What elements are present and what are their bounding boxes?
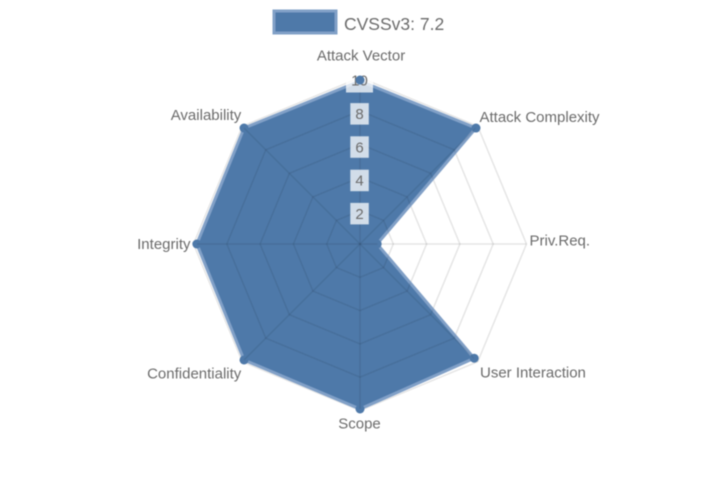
svg-text:Scope: Scope [338,416,381,433]
svg-text:8: 8 [355,106,363,123]
svg-text:Availability: Availability [171,107,242,124]
svg-text:Confidentiality: Confidentiality [147,366,242,383]
svg-text:Priv.Req.: Priv.Req. [530,233,591,250]
svg-text:Attack Vector: Attack Vector [317,48,405,65]
svg-text:6: 6 [355,139,363,156]
svg-text:Integrity: Integrity [137,236,191,253]
svg-text:2: 2 [355,206,363,223]
svg-text:Attack Complexity: Attack Complexity [480,109,601,126]
svg-text:CVSSv3: 7.2: CVSSv3: 7.2 [344,14,444,34]
svg-text:4: 4 [355,173,363,190]
svg-text:User Interaction: User Interaction [480,365,586,382]
